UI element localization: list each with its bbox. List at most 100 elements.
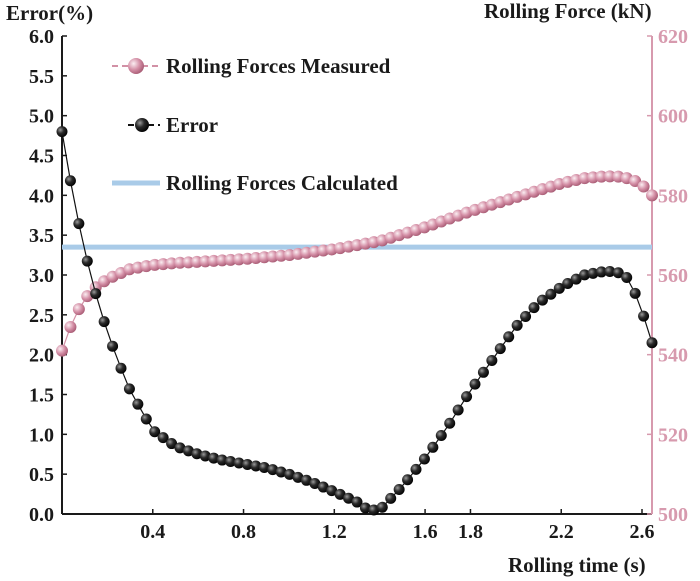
series-error-point [56,126,68,138]
series-error-point [418,453,430,465]
series-error-point [452,404,464,416]
series-error-point [402,474,414,486]
y-left-tick-label: 3.5 [29,225,54,247]
legend-measured-label: Rolling Forces Measured [166,54,391,78]
x-axis-title: Rolling time (s) [508,553,646,577]
series-error-point [486,354,498,366]
series-error-point [208,452,220,464]
legend-error-label: Error [166,113,218,137]
series-error-point [494,343,506,355]
series-error-point [351,496,363,508]
series-error-point [435,429,447,441]
plot-frame [61,36,653,515]
y-left-tick-label: 4.5 [29,146,54,168]
series-error-point [343,492,355,504]
series-error-point [520,311,532,323]
y-left-tick-label: 5.5 [29,66,54,88]
y-left-tick-label: 2.0 [29,345,54,367]
series-error-point [536,294,548,306]
series-error-point [309,477,321,489]
y-left-tick-label: 1.5 [29,385,54,407]
series-error-point [326,485,338,497]
series-error-point [284,468,296,480]
series-error-point [545,288,557,300]
x-tick-label: 0.8 [231,521,256,543]
series-error-point [444,417,456,429]
series-error-point [241,458,253,470]
y-left-tick-label: 2.5 [29,305,54,327]
x-tick-label: 1.6 [413,521,438,543]
series-error-point [503,331,515,343]
series-measured-point [595,170,608,183]
series-error-point [427,441,439,453]
y-left-axis-title: Error(%) [6,1,93,25]
series-error-point [528,302,540,314]
series-measured-point [174,256,186,269]
series-error-point [191,448,203,460]
series-error-point [157,432,169,444]
legend-item-calculated: Rolling Forces Calculated [112,171,398,195]
series-error-point [258,461,270,473]
series-error-point [292,471,304,483]
series-error-point [98,316,110,328]
legend-item-measured: Rolling Forces Measured [112,54,391,78]
y-right-tick-label: 520 [658,424,688,446]
legend: Rolling Forces Measured Error Rolling Fo… [112,54,398,195]
series-error-point [107,340,119,352]
series-error-point [123,383,135,395]
series-error-point [410,463,422,475]
y-left-tick-label: 6.0 [29,26,54,48]
series-error-point [199,450,211,462]
series-error-point [604,265,616,277]
series-error-point [216,454,228,466]
series-error-point [612,267,624,279]
series-measured-point [646,189,658,202]
series-error-point [511,319,523,331]
series-error-point [629,287,641,299]
series-layer [56,126,658,516]
series-error-point [250,460,262,472]
series-error-point [477,366,489,378]
series-error-point [233,457,245,469]
series-error-point [166,438,178,450]
series-error-point [317,481,329,493]
series-error-point [182,445,194,457]
series-error-point [73,218,85,230]
series-error-point [469,378,481,390]
series-error-point [570,273,582,285]
series-error-point [174,442,186,454]
series-error-point [81,255,93,267]
series-measured-point [72,303,85,316]
y-left-tick-label: 0.0 [29,504,54,526]
series-error-point [300,474,312,486]
y-left-tick-label: 5.0 [29,106,54,128]
legend-item-error: Error [128,113,218,137]
series-measured-point [603,170,616,183]
series-error-point [638,310,650,322]
series-error-point [579,269,591,281]
series-error-point [393,484,405,496]
legend-error-marker [135,118,149,132]
y-right-axis-title: Rolling Force (kN) [484,0,652,23]
series-error-point [149,426,161,438]
series-error-point [562,278,574,290]
legend-calculated-label: Rolling Forces Calculated [166,171,398,195]
series-error-point [64,175,76,187]
y-right-tick-label: 600 [658,106,688,128]
y-right-tick-label: 500 [658,504,688,526]
x-tick-label: 2.6 [630,521,655,543]
tick-labels: 0.0 0.5 1.0 1.5 2.0 2.5 3.0 3.5 4.0 4.5 5.0 5.5 6.0 5… [29,26,688,543]
series-error-point [275,466,287,478]
series-error-point [646,337,658,349]
series-error-point [595,266,607,278]
legend-measured-marker [128,58,144,74]
y-right-tick-label: 540 [658,345,688,367]
x-tick-label: 1.2 [322,521,347,543]
series-error-point [140,413,152,425]
series-error-point [90,288,102,300]
series-measured-point [182,256,195,269]
series-error-point [385,492,397,504]
series-error-point [368,504,380,516]
series-error-point [553,282,565,294]
y-right-tick-label: 580 [658,185,688,207]
